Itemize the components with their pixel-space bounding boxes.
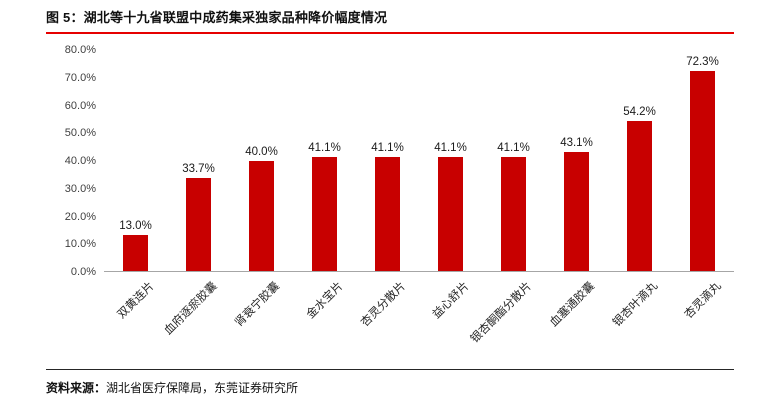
bar — [249, 160, 274, 271]
bar-value-label: 41.1% — [497, 142, 530, 155]
bar-slot: 41.1% — [356, 50, 419, 271]
x-category-label: 双黄连片 — [115, 280, 157, 322]
bar — [564, 151, 589, 271]
bar-value-label: 54.2% — [623, 106, 656, 119]
bar-chart: 0.0% 10.0% 20.0% 30.0% 40.0% 50.0% 60.0% 70.0% 8… — [46, 44, 734, 278]
source-text: 湖北省医疗保障局，东莞证券研究所 — [106, 381, 299, 395]
x-label-slot: 银杏酮酯分散片 — [469, 272, 545, 368]
bar-slot: 33.7% — [167, 50, 230, 271]
bar-value-label: 72.3% — [686, 56, 719, 69]
x-label-slot: 金水宝片 — [293, 272, 356, 368]
y-tick-label: 0.0% — [70, 266, 96, 278]
x-category-label: 银杏叶滴丸 — [610, 280, 661, 330]
bar-value-label: 13.0% — [119, 220, 152, 233]
bar — [690, 71, 715, 271]
bar — [375, 157, 400, 271]
bar — [186, 177, 211, 271]
y-tick-label: 80.0% — [64, 44, 96, 56]
bar-slot: 72.3% — [671, 50, 734, 271]
x-category-label: 杏灵分散片 — [358, 280, 409, 330]
bar-slot: 43.1% — [545, 50, 608, 271]
x-label-slot: 血塞通胶囊 — [545, 272, 608, 368]
x-category-label: 杏灵滴丸 — [682, 280, 724, 322]
bar-value-label: 43.1% — [560, 136, 593, 149]
title-underline-rule — [46, 32, 734, 34]
bar-value-label: 41.1% — [371, 142, 404, 155]
bar-value-label: 40.0% — [245, 145, 278, 158]
y-tick-label: 70.0% — [64, 71, 96, 84]
y-tick-label: 40.0% — [64, 155, 96, 167]
x-label-slot: 银杏叶滴丸 — [608, 272, 671, 368]
bar-slot: 13.0% — [104, 50, 167, 271]
source-note: 资料来源：湖北省医疗保障局，东莞证券研究所 — [46, 369, 734, 396]
x-category-label: 血塞通胶囊 — [547, 280, 598, 330]
bar — [627, 121, 652, 271]
x-label-slot: 杏灵滴丸 — [671, 272, 734, 368]
x-label-slot: 血府逐瘀胶囊 — [162, 272, 230, 368]
x-label-slot: 益心舒片 — [419, 272, 482, 368]
x-category-label: 金水宝片 — [304, 280, 346, 322]
x-label-slot: 肾衰宁胶囊 — [230, 272, 293, 368]
bar — [501, 157, 526, 271]
x-axis-labels: 双黄连片 血府逐瘀胶囊 肾衰宁胶囊 金水宝片 杏灵分散片 益心舒片 银杏酮酯分散片 血塞通胶囊… — [104, 272, 734, 368]
bar-value-label: 41.1% — [434, 142, 467, 155]
bar — [312, 157, 337, 271]
y-axis: 0.0% 10.0% 20.0% 30.0% 40.0% 50.0% 60.0% 70.0% 8… — [46, 44, 104, 278]
x-label-slot: 杏灵分散片 — [356, 272, 419, 368]
y-tick-label: 50.0% — [64, 127, 96, 140]
bar-value-label: 33.7% — [182, 162, 215, 175]
bar-slot: 54.2% — [608, 50, 671, 271]
figure-header: 图 5：湖北等十九省联盟中成药集采独家品种降价幅度情况 — [46, 8, 734, 34]
x-category-label: 肾衰宁胶囊 — [232, 280, 283, 330]
y-tick-label: 60.0% — [64, 99, 96, 112]
bar-slot: 40.0% — [230, 50, 293, 271]
bar-slot: 41.1% — [419, 50, 482, 271]
figure-title: 图 5：湖北等十九省联盟中成药集采独家品种降价幅度情况 — [46, 10, 388, 25]
x-category-label: 益心舒片 — [430, 280, 472, 322]
bar — [123, 235, 148, 271]
plot-area: 13.0% 33.7% 40.0% 41.1% 41.1% 41.1% 41.1% 43.1%… — [104, 50, 734, 272]
y-tick-label: 30.0% — [64, 182, 96, 195]
x-category-label: 血府逐瘀胶囊 — [161, 280, 220, 338]
y-tick-label: 20.0% — [64, 210, 96, 223]
bar — [438, 157, 463, 271]
bar-slot: 41.1% — [482, 50, 545, 271]
bar-slot: 41.1% — [293, 50, 356, 271]
y-tick-label: 10.0% — [64, 238, 96, 251]
bar-value-label: 41.1% — [308, 142, 341, 155]
source-label: 资料来源： — [46, 381, 107, 395]
x-label-slot: 双黄连片 — [104, 272, 167, 368]
